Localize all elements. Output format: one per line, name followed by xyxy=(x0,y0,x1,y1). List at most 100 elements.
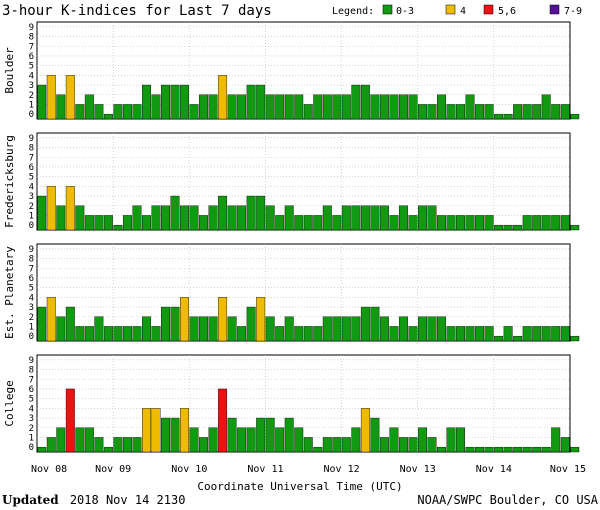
k-index-bar xyxy=(275,215,285,231)
y-tick-label: 1 xyxy=(29,211,34,221)
k-index-bar xyxy=(46,75,56,120)
y-tick-label: 2 xyxy=(29,202,34,212)
k-index-bar xyxy=(313,446,323,453)
legend-label: Legend: xyxy=(332,6,374,17)
k-index-bar xyxy=(570,335,580,342)
k-index-bar xyxy=(332,316,342,342)
k-index-bar xyxy=(437,446,446,453)
k-index-bar xyxy=(351,84,361,120)
k-index-bar xyxy=(237,205,247,231)
k-index-bar xyxy=(246,427,256,453)
k-index-bar xyxy=(513,104,523,120)
y-tick-label: 0 xyxy=(29,443,34,453)
k-index-bar xyxy=(84,94,94,120)
y-tick-label: 4 xyxy=(29,293,34,303)
k-index-bar xyxy=(408,94,418,120)
k-index-bar xyxy=(351,316,361,342)
legend-text-5-6: 5,6 xyxy=(498,6,516,17)
k-index-bar xyxy=(313,326,323,342)
k-index-bar xyxy=(360,84,370,120)
k-index-bar xyxy=(551,326,561,342)
k-index-bar xyxy=(560,104,570,120)
y-tick-label: 3 xyxy=(29,81,34,91)
legend: Legend: 0-3 4 5,6 7-9 xyxy=(332,4,582,17)
k-index-bar xyxy=(113,437,123,453)
y-tick-label: 0 xyxy=(29,221,34,231)
k-index-bar xyxy=(56,316,66,342)
k-index-bar xyxy=(46,186,56,231)
k-index-bar xyxy=(75,104,85,120)
y-tick-label: 6 xyxy=(29,385,34,395)
k-index-bar xyxy=(84,215,94,231)
y-tick-label: 5 xyxy=(29,62,34,72)
k-index-bar xyxy=(227,94,237,120)
legend-text-0-3: 0-3 xyxy=(396,6,414,17)
y-tick-label: 4 xyxy=(29,71,34,81)
k-index-bar xyxy=(275,326,285,342)
y-tick-label: 4 xyxy=(29,182,34,192)
panel-frame xyxy=(36,21,571,120)
k-index-bar xyxy=(465,94,475,120)
k-index-bar xyxy=(360,205,370,231)
k-index-bar xyxy=(475,326,485,342)
k-index-bar xyxy=(398,437,408,453)
k-index-bar xyxy=(103,215,113,231)
k-index-bar xyxy=(484,104,494,120)
y-tick-label: 3 xyxy=(29,303,34,313)
panel-label: College xyxy=(3,380,16,426)
k-index-bar xyxy=(46,297,56,342)
k-index-bar xyxy=(246,84,256,120)
k-index-bar xyxy=(503,224,513,231)
k-index-bar xyxy=(180,408,189,453)
k-index-bar xyxy=(180,205,189,231)
k-index-bar xyxy=(532,446,542,453)
k-index-bar xyxy=(570,113,580,120)
k-index-bar xyxy=(408,326,418,342)
k-index-bar xyxy=(132,104,142,120)
k-index-bar xyxy=(75,326,85,342)
k-index-bar xyxy=(189,104,199,120)
y-tick-label: 0 xyxy=(29,110,34,120)
k-index-bar xyxy=(46,437,56,453)
k-index-bar xyxy=(503,326,513,342)
k-index-bar xyxy=(227,205,237,231)
k-index-bar xyxy=(322,205,332,231)
k-index-bar xyxy=(560,437,570,453)
k-index-bar xyxy=(503,446,513,453)
x-tick-label: Nov 14 xyxy=(476,464,512,475)
k-index-bar xyxy=(237,427,247,453)
k-index-bar xyxy=(161,417,170,453)
k-index-bar xyxy=(65,306,75,342)
k-index-bar xyxy=(494,446,504,453)
k-index-bar xyxy=(332,437,342,453)
k-index-bar xyxy=(332,94,342,120)
k-index-bar xyxy=(103,113,113,120)
k-index-bar xyxy=(370,94,380,120)
k-index-bar xyxy=(84,427,94,453)
k-index-bar xyxy=(189,316,199,342)
k-index-bar xyxy=(56,427,66,453)
k-index-bar xyxy=(456,104,466,120)
k-index-bar xyxy=(465,446,475,453)
k-index-bar xyxy=(94,215,104,231)
k-index-bar xyxy=(161,306,170,342)
k-index-bar xyxy=(113,326,123,342)
k-index-bar xyxy=(341,316,351,342)
k-index-bar xyxy=(437,215,446,231)
k-index-bar xyxy=(122,326,132,342)
k-index-bar xyxy=(322,437,332,453)
x-tick-label: Nov 11 xyxy=(247,464,283,475)
k-index-bar xyxy=(227,417,237,453)
k-index-bar xyxy=(522,326,532,342)
k-index-bar xyxy=(265,205,275,231)
k-index-bar xyxy=(351,205,361,231)
k-index-bar xyxy=(427,437,437,453)
x-tick-label: Nov 09 xyxy=(95,464,131,475)
k-index-bar xyxy=(237,94,247,120)
k-index-bar xyxy=(370,306,380,342)
k-index-bar xyxy=(94,316,104,342)
